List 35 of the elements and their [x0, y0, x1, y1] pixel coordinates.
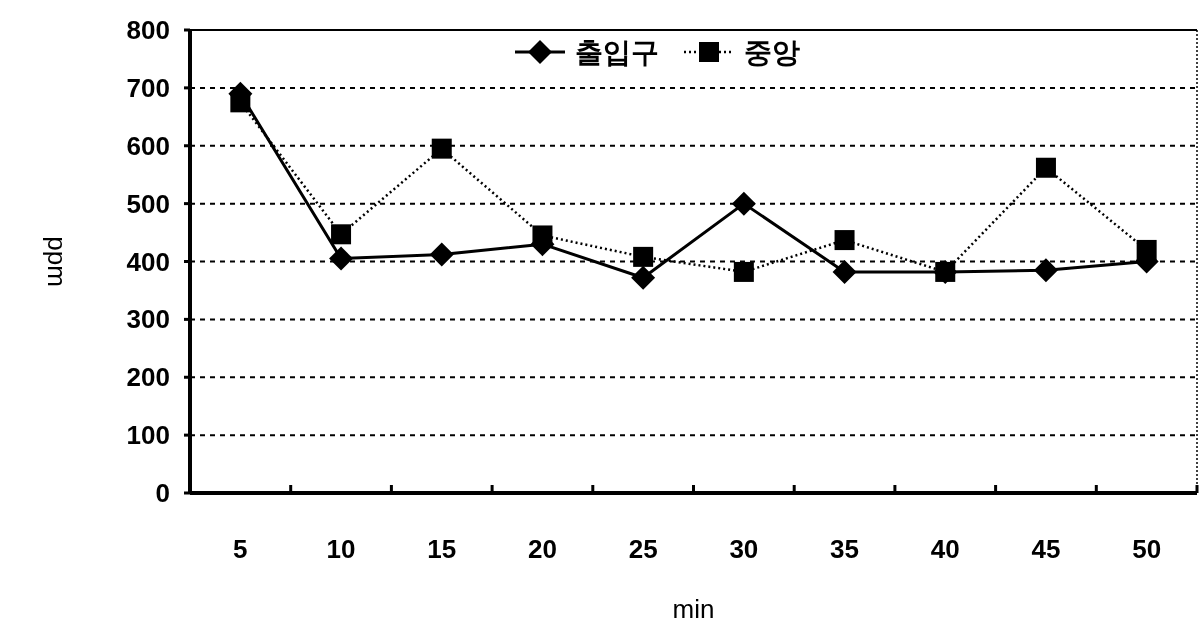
y-axis-title: ppm	[42, 236, 72, 287]
x-tick-label: 5	[233, 534, 248, 564]
point	[431, 138, 452, 159]
point	[834, 230, 855, 251]
y-tick-label: 100	[126, 420, 170, 451]
y-tick-label: 200	[126, 362, 170, 393]
y-tick-label: 400	[126, 246, 170, 277]
x-tick-label: 10	[326, 534, 356, 564]
point	[331, 224, 352, 245]
y-tick-label: 300	[126, 304, 170, 335]
x-tick-label: 35	[830, 534, 860, 564]
point	[633, 246, 654, 267]
x-tick-label: 45	[1031, 534, 1061, 564]
point	[1033, 258, 1058, 283]
legend-label: 출입구	[575, 37, 659, 68]
y-tick-label: 700	[126, 72, 170, 103]
x-axis-title: min	[672, 594, 715, 624]
x-tick-label: 15	[427, 534, 457, 564]
x-tick-label: 20	[527, 534, 557, 564]
x-tick-label: 50	[1132, 534, 1162, 564]
point	[733, 261, 754, 282]
y-tick-label: 0	[155, 478, 170, 508]
point	[429, 242, 454, 267]
x-tick-label: 30	[729, 534, 759, 564]
x-tick-label: 25	[628, 534, 658, 564]
point	[832, 259, 857, 284]
legend-label: 중앙	[744, 37, 800, 68]
y-tick-label: 500	[126, 188, 170, 219]
point	[1035, 157, 1056, 178]
y-tick-label: 800	[126, 15, 170, 45]
point	[329, 246, 354, 271]
x-tick-label: 40	[930, 534, 960, 564]
y-tick-label: 600	[126, 130, 170, 161]
point	[631, 265, 656, 290]
point	[731, 191, 756, 216]
